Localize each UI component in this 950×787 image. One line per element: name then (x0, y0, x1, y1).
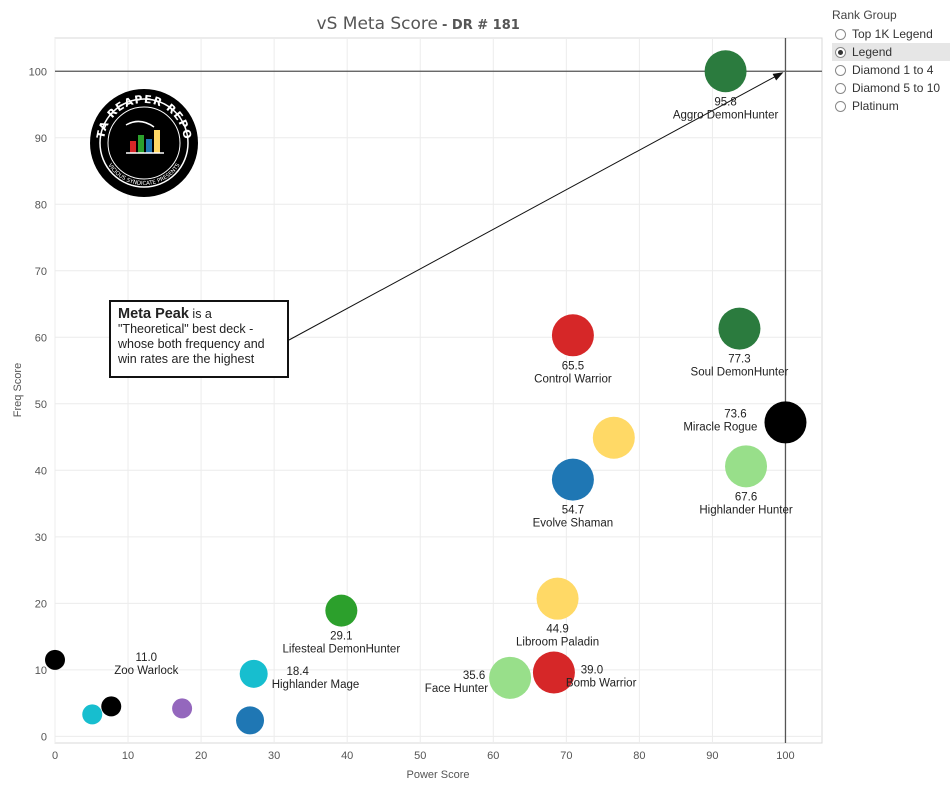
y-tick-label: 40 (35, 465, 47, 477)
point-score-label: 29.1 (330, 631, 352, 643)
point-name-label: Evolve Shaman (533, 518, 614, 530)
x-tick-label: 60 (487, 750, 499, 762)
rank-group-filter: Rank Group Top 1K Legend Legend Diamond 1 … (832, 8, 950, 115)
point-score-label: 11.0 (136, 652, 158, 664)
y-tick-label: 30 (35, 532, 47, 544)
data-point[interactable] (725, 445, 768, 488)
y-tick-label: 100 (29, 66, 47, 78)
point-name-label: Face Hunter (425, 683, 488, 695)
y-tick-label: 10 (35, 665, 47, 677)
rank-option[interactable]: Diamond 1 to 4 (832, 61, 950, 79)
reference-lines (55, 38, 822, 743)
point-name-label: Control Warrior (534, 373, 612, 385)
x-axis-ticks: 0 10 20 30 40 50 60 70 80 90 100 (52, 750, 795, 762)
data-point[interactable] (532, 651, 575, 694)
x-tick-label: 10 (122, 750, 134, 762)
point-score-label: 77.3 (728, 354, 750, 366)
point-name-label: Highlander Hunter (699, 504, 793, 516)
rank-option-label: Diamond 5 to 10 (852, 81, 941, 95)
data-point[interactable] (45, 649, 65, 670)
arrow-head (772, 72, 784, 81)
radio-icon[interactable] (835, 64, 846, 76)
x-tick-label: 0 (52, 750, 58, 762)
point-name-label: Miracle Rogue (683, 421, 757, 433)
point-name-label: Highlander Mage (272, 679, 360, 691)
data-point[interactable] (172, 698, 193, 719)
rank-option-label: Diamond 1 to 4 (852, 63, 934, 77)
data-point[interactable] (236, 706, 265, 735)
data-points (45, 50, 807, 735)
x-tick-label: 90 (706, 750, 718, 762)
x-tick-label: 30 (268, 750, 280, 762)
y-axis-ticks: 0 10 20 30 40 50 60 70 80 90 100 (29, 66, 47, 743)
data-point[interactable] (82, 704, 103, 725)
y-axis-title: Freq Score (12, 363, 24, 417)
annotation-body-start: is a (188, 307, 212, 321)
data-point[interactable] (551, 458, 594, 501)
x-tick-label: 100 (776, 750, 794, 762)
radio-icon[interactable] (835, 82, 846, 94)
point-score-label: 54.7 (562, 505, 584, 517)
rank-option[interactable]: Platinum (832, 97, 950, 115)
point-name-label: Lifesteal DemonHunter (283, 644, 401, 656)
x-tick-label: 70 (560, 750, 572, 762)
data-reaper-logo: DATA REAPER REPORT VICIOUS SYNDICATE PRE… (90, 89, 198, 197)
point-score-label: 73.6 (724, 408, 746, 420)
point-score-label: 65.5 (562, 360, 584, 372)
point-score-label: 44.9 (546, 624, 568, 636)
point-score-label: 18.4 (286, 666, 309, 678)
data-point[interactable] (592, 416, 635, 459)
chart-subtitle: - DR # 181 (442, 18, 520, 33)
data-point[interactable] (551, 314, 594, 357)
x-tick-label: 50 (414, 750, 426, 762)
x-tick-label: 40 (341, 750, 353, 762)
point-score-label: 35.6 (463, 670, 485, 682)
y-tick-label: 60 (35, 332, 47, 344)
y-tick-label: 90 (35, 133, 47, 145)
rank-option-label: Platinum (852, 99, 899, 113)
point-score-label: 95.8 (714, 96, 736, 108)
radio-icon[interactable] (835, 46, 846, 58)
data-point[interactable] (101, 696, 122, 717)
rank-option-label: Legend (852, 45, 893, 59)
point-name-label: Aggro DemonHunter (673, 109, 779, 121)
x-tick-label: 80 (633, 750, 645, 762)
arrow-line (288, 73, 780, 341)
annotation-body: "Theoretical" best deck - whose both fre… (118, 322, 265, 366)
annotation-heading: Meta Peak (118, 306, 189, 322)
point-name-label: Soul DemonHunter (691, 367, 789, 379)
point-score-label: 39.0 (581, 665, 603, 677)
meta-peak-annotation: Meta Peak is a "Theoretical" best deck -… (109, 300, 289, 378)
data-point[interactable] (718, 307, 761, 350)
data-point[interactable] (764, 401, 807, 444)
data-point[interactable] (704, 50, 747, 93)
rank-option[interactable]: Diamond 5 to 10 (832, 79, 950, 97)
data-point[interactable] (239, 659, 268, 688)
x-tick-label: 20 (195, 750, 207, 762)
y-tick-label: 20 (35, 598, 47, 610)
data-point[interactable] (325, 594, 358, 627)
point-name-label: Bomb Warrior (566, 678, 637, 690)
y-tick-label: 0 (41, 731, 47, 743)
point-name-label: Zoo Warlock (114, 665, 178, 677)
rank-option[interactable]: Top 1K Legend (832, 25, 950, 43)
point-score-label: 67.6 (735, 491, 757, 503)
y-tick-label: 70 (35, 266, 47, 278)
radio-icon[interactable] (835, 28, 846, 40)
rank-option-label: Top 1K Legend (852, 27, 933, 41)
data-point[interactable] (489, 656, 532, 699)
meta-peak-arrow (288, 72, 784, 341)
y-tick-label: 50 (35, 399, 47, 411)
rank-option[interactable]: Legend (832, 43, 950, 61)
point-name-label: Libroom Paladin (516, 637, 599, 649)
x-axis-title: Power Score (407, 769, 470, 781)
y-tick-label: 80 (35, 199, 47, 211)
filter-title: Rank Group (832, 8, 897, 22)
data-point[interactable] (536, 577, 579, 620)
radio-icon[interactable] (835, 100, 846, 112)
chart-title: vS Meta Score (317, 14, 438, 34)
